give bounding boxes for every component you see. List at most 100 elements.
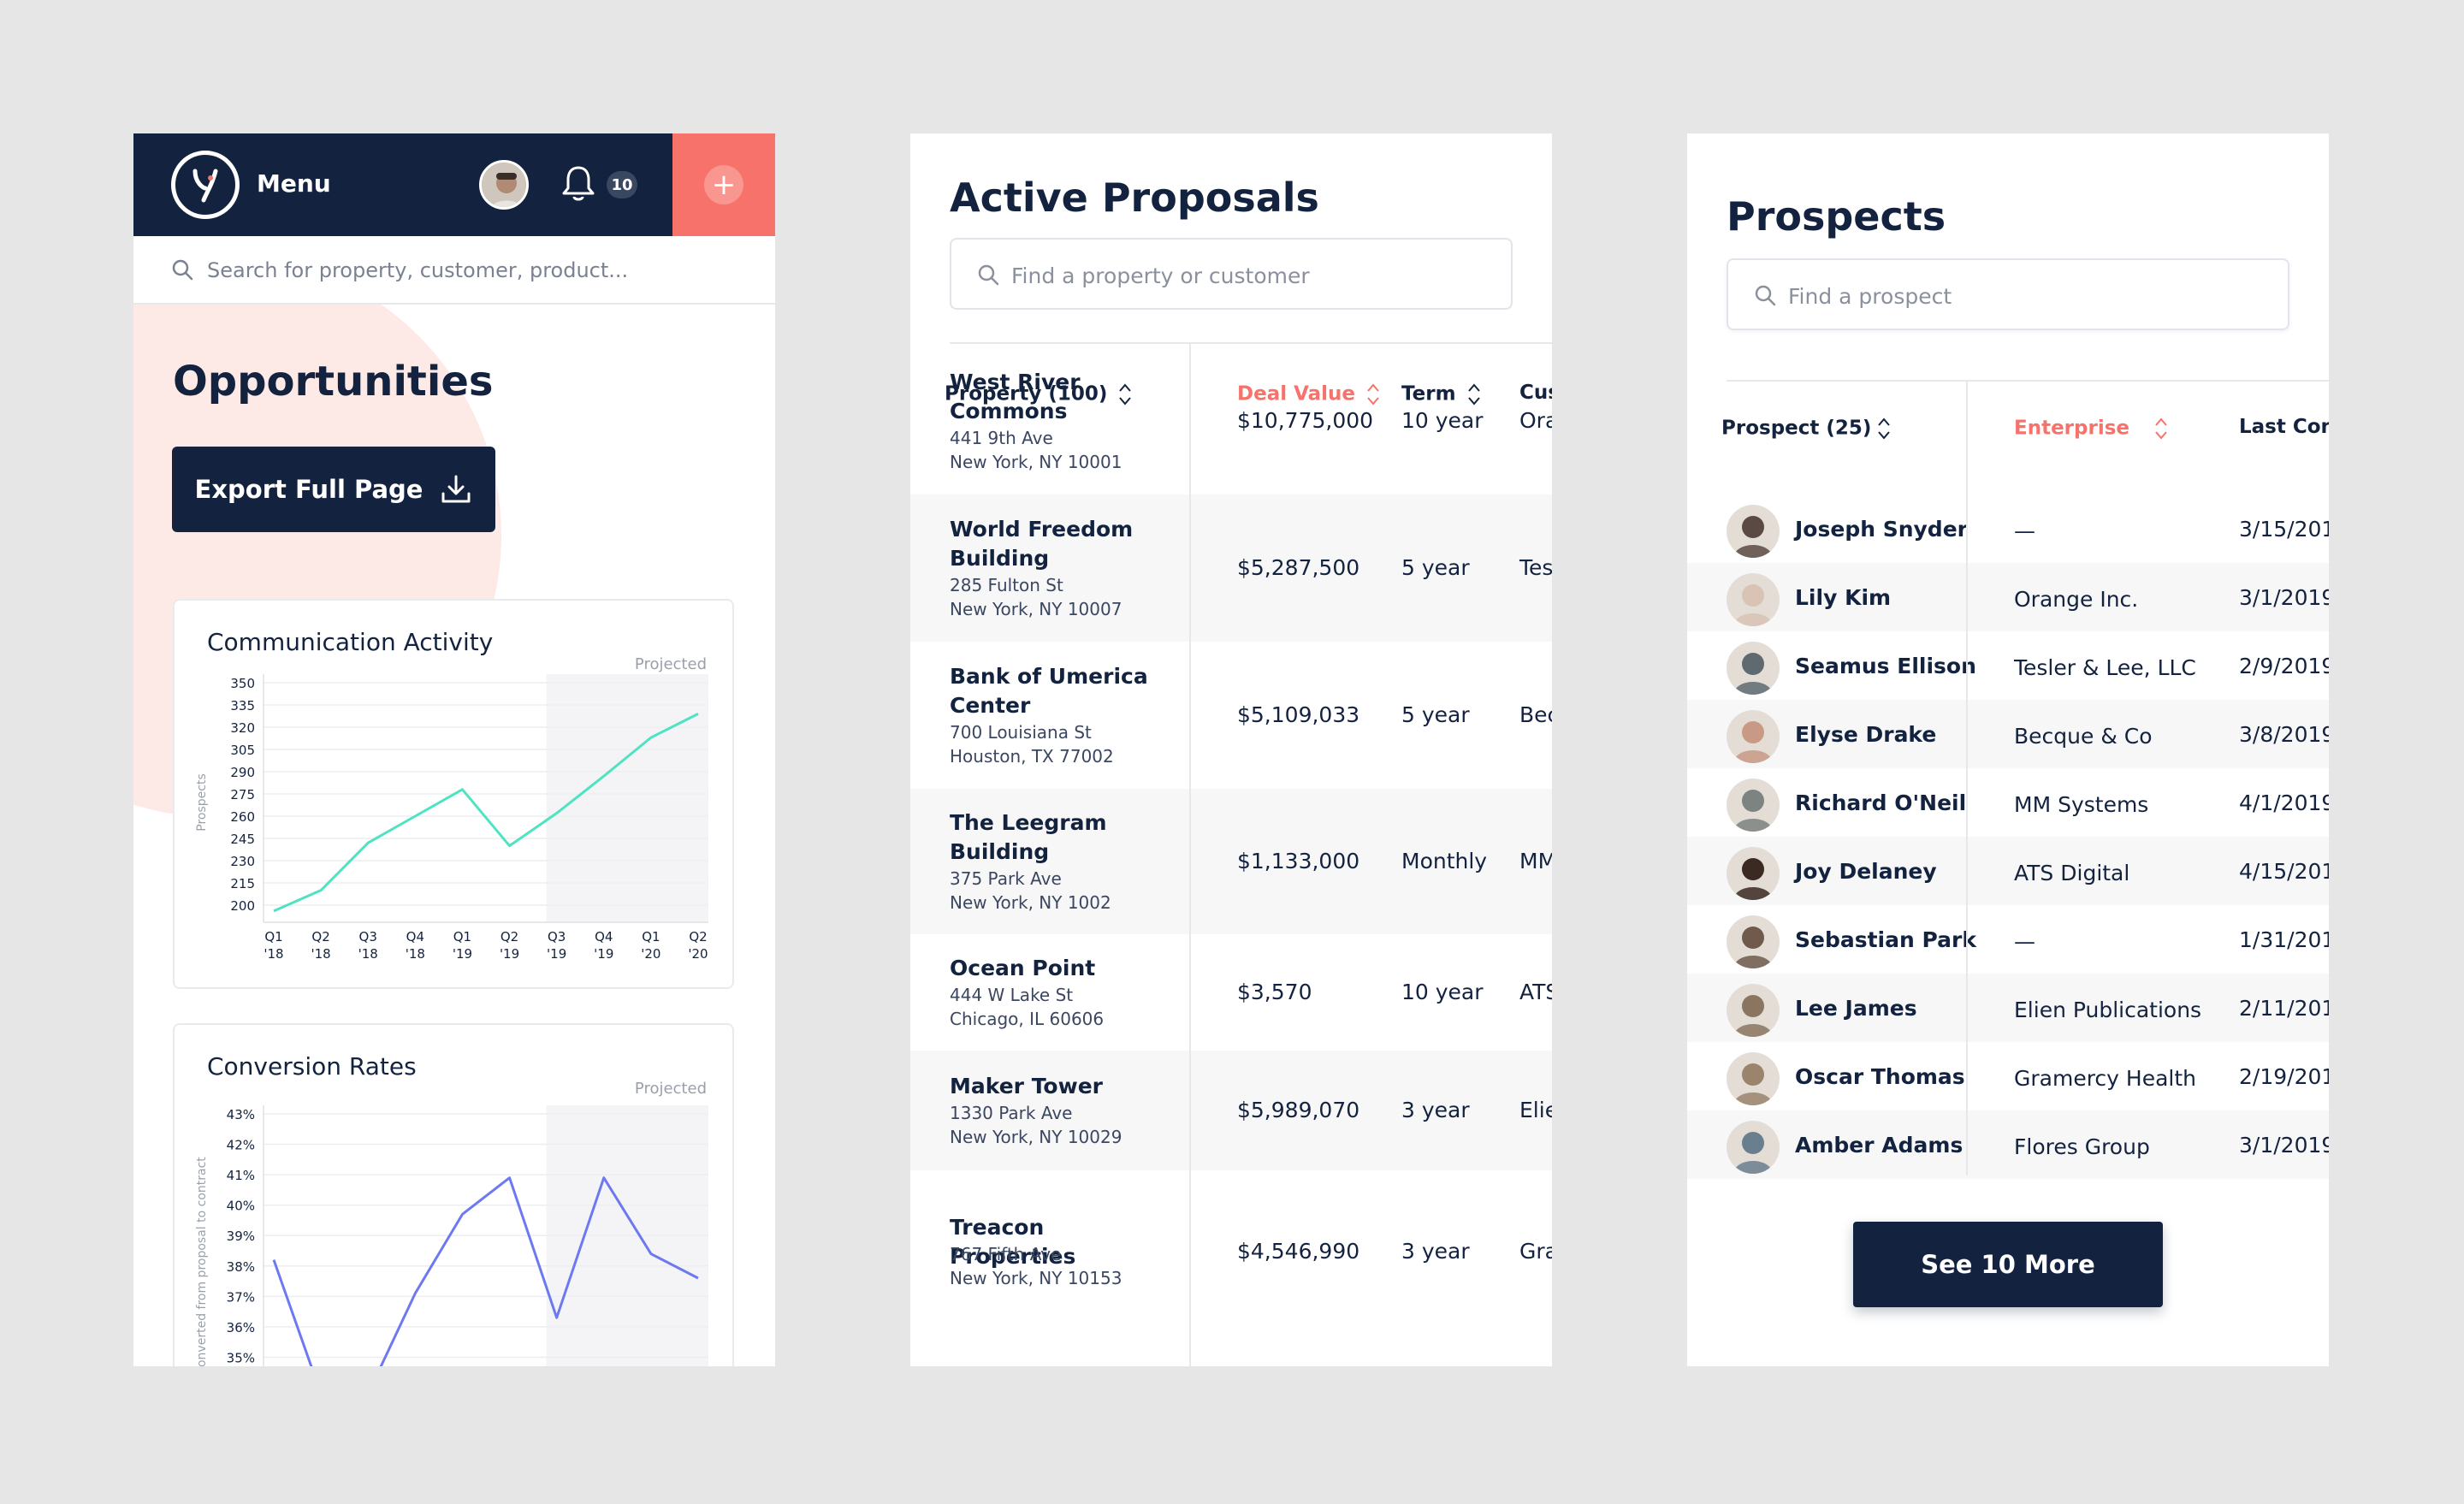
table-row[interactable]: Treacon Properties 767 Fifth Ave New York,… <box>910 1170 1552 1333</box>
prospect-row[interactable]: Richard O'Neil MM Systems 4/1/2019 <box>1687 768 2329 837</box>
menu-button[interactable]: Menu <box>257 169 331 198</box>
y-tick-label: 37% <box>227 1289 255 1305</box>
x-tick-label: Q4 <box>406 929 424 944</box>
see-more-button[interactable]: See 10 More <box>1853 1222 2163 1307</box>
user-avatar[interactable] <box>479 160 529 210</box>
column-header-term[interactable]: Term <box>1401 382 1482 407</box>
prospect-row[interactable]: Joy Delaney ATS Digital 4/15/2019 <box>1687 837 2329 905</box>
deal-value-cell: $10,775,000 <box>1237 408 1374 433</box>
prospect-row[interactable]: Sebastian Park — 1/31/2019 <box>1687 905 2329 974</box>
x-tick-year: '19 <box>500 946 519 962</box>
plus-icon: + <box>704 165 743 204</box>
prospect-row[interactable]: Joseph Snyder — 3/15/2019 <box>1687 494 2329 563</box>
x-tick-year: '18 <box>311 946 331 962</box>
property-name[interactable]: Maker Tower <box>950 1074 1103 1098</box>
term-cell: Monthly <box>1401 849 1488 873</box>
prospect-name[interactable]: Richard O'Neil <box>1795 790 1967 815</box>
property-address: 1330 Park Ave New York, NY 10029 <box>950 1103 1122 1147</box>
prospect-name[interactable]: Seamus Ellison <box>1795 654 1976 678</box>
prospect-row[interactable]: Seamus Ellison Tesler & Lee, LLC 2/9/2019 <box>1687 631 2329 700</box>
prospect-name[interactable]: Lily Kim <box>1795 585 1892 610</box>
enterprise-cell: ATS Digital <box>2014 861 2130 885</box>
search-input[interactable]: Find a property or customer <box>1011 263 1310 288</box>
chart-title: Communication Activity <box>207 628 494 656</box>
column-header-last-contact[interactable]: Last Cont <box>2239 416 2329 438</box>
deal-value-cell: $5,109,033 <box>1237 702 1360 727</box>
property-name[interactable]: World Freedom Building <box>950 517 1134 571</box>
property-name[interactable]: Bank of Umerica Center <box>950 664 1148 718</box>
column-header-customer[interactable]: Cus <box>1519 382 1552 404</box>
column-header-property[interactable]: Property (100) <box>945 382 1133 407</box>
property-name[interactable]: West River Commons <box>950 370 1081 423</box>
add-new-button[interactable]: + <box>672 133 775 236</box>
customer-cell: Tes <box>1519 555 1552 580</box>
y-tick-label: 36% <box>227 1320 255 1335</box>
table-row[interactable]: Maker Tower 1330 Park Ave New York, NY 100… <box>910 1051 1552 1170</box>
proposal-search-field[interactable]: Find a property or customer <box>950 238 1513 310</box>
prospect-row[interactable]: Elyse Drake Becque & Co 3/8/2019 <box>1687 700 2329 768</box>
enterprise-cell: MM Systems <box>2014 792 2149 817</box>
prospect-row[interactable]: Amber Adams Flores Group 3/1/2019 <box>1687 1110 2329 1179</box>
prospect-row[interactable]: Lily Kim Orange Inc. 3/1/2019 <box>1687 563 2329 631</box>
prospect-name[interactable]: Joseph Snyder <box>1795 517 1968 542</box>
export-full-page-button[interactable]: Export Full Page <box>172 447 495 532</box>
brand-logo-icon[interactable] <box>171 151 240 219</box>
prospect-name[interactable]: Joy Delaney <box>1795 859 1937 884</box>
prospect-name[interactable]: Sebastian Park <box>1795 927 1976 952</box>
column-header-deal-value[interactable]: Deal Value <box>1237 382 1381 407</box>
search-input[interactable]: Search for property, customer, product..… <box>207 258 629 282</box>
column-divider <box>1189 344 1191 1366</box>
table-row[interactable]: West River Commons 441 9th Ave New York, NY… <box>910 347 1552 494</box>
notification-count-badge: 10 <box>607 171 637 198</box>
prospect-name[interactable]: Amber Adams <box>1795 1133 1964 1158</box>
bell-icon[interactable] <box>560 164 597 204</box>
last-contact-cell: 4/1/2019 <box>2239 790 2329 815</box>
prospect-name[interactable]: Elyse Drake <box>1795 722 1937 747</box>
sort-icon <box>2155 417 2167 440</box>
x-tick-label: Q3 <box>548 929 566 944</box>
enterprise-cell: Flores Group <box>2014 1134 2150 1159</box>
download-icon <box>441 475 471 503</box>
prospect-row[interactable]: Oscar Thomas Gramercy Health 2/19/2019 <box>1687 1042 2329 1110</box>
y-tick-label: 350 <box>230 676 255 691</box>
property-name[interactable]: Treacon Properties <box>950 1215 1076 1269</box>
column-header-enterprise[interactable]: Enterprise <box>2014 416 2169 441</box>
proposals-title: Active Proposals <box>950 175 1319 221</box>
y-tick-label: 41% <box>227 1168 255 1183</box>
y-tick-label: 335 <box>230 698 255 714</box>
global-search-bar[interactable]: Search for property, customer, product..… <box>133 236 775 305</box>
search-input[interactable]: Find a prospect <box>1788 284 1952 309</box>
conversion-rates-chart: 43%42%41%40%39%38%37%36%35%34%Converted … <box>195 1105 708 1366</box>
table-row[interactable]: Ocean Point 444 W Lake St Chicago, IL 6060… <box>910 934 1552 1051</box>
customer-cell: Ora <box>1519 408 1552 433</box>
avatar <box>1727 847 1780 900</box>
term-cell: 10 year <box>1401 408 1484 433</box>
enterprise-cell: Gramercy Health <box>2014 1066 2197 1091</box>
avatar <box>1727 1121 1780 1174</box>
x-tick-label: Q1 <box>264 929 282 944</box>
table-row[interactable]: World Freedom Building 285 Fulton St New Yo… <box>910 494 1552 642</box>
property-name[interactable]: Ocean Point <box>950 956 1096 980</box>
last-contact-cell: 4/15/2019 <box>2239 859 2329 884</box>
table-row[interactable]: Bank of Umerica Center 700 Louisiana St Hou… <box>910 642 1552 789</box>
table-row[interactable]: The Leegram Building 375 Park Ave New York,… <box>910 789 1552 934</box>
customer-cell: MM <box>1519 849 1552 873</box>
enterprise-cell: Orange Inc. <box>2014 587 2139 612</box>
column-header-prospect[interactable]: Prospect (25) <box>1721 416 1892 441</box>
x-tick-year: '20 <box>688 946 708 962</box>
avatar <box>1727 984 1780 1037</box>
term-cell: 3 year <box>1401 1239 1470 1264</box>
prospect-row[interactable]: Lee James Elien Publications 2/11/2019 <box>1687 974 2329 1042</box>
enterprise-cell: Tesler & Lee, LLC <box>2014 655 2196 680</box>
prospect-search-field[interactable]: Find a prospect <box>1727 258 2289 330</box>
y-tick-label: 35% <box>227 1350 255 1365</box>
prospect-name[interactable]: Oscar Thomas <box>1795 1064 1965 1089</box>
property-name[interactable]: The Leegram Building <box>950 810 1107 864</box>
x-tick-year: '19 <box>453 946 472 962</box>
prospect-name[interactable]: Lee James <box>1795 996 1917 1021</box>
y-tick-label: 320 <box>230 720 255 736</box>
property-address: 441 9th Ave New York, NY 10001 <box>950 428 1122 472</box>
x-tick-label: Q2 <box>689 929 707 944</box>
y-tick-label: 40% <box>227 1199 255 1214</box>
y-axis-label: Prospects <box>195 773 209 831</box>
